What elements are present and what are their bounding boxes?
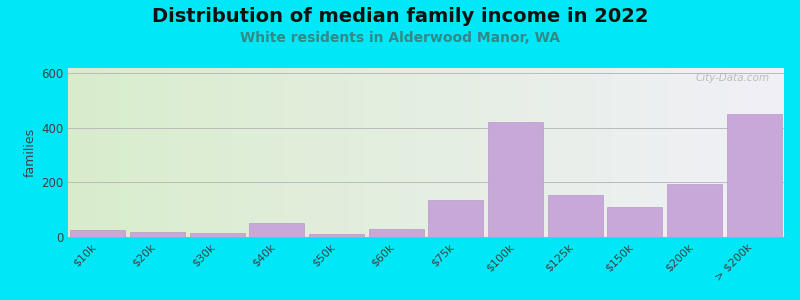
Bar <box>488 122 543 237</box>
Bar <box>607 207 662 237</box>
Y-axis label: families: families <box>24 128 37 177</box>
Bar <box>309 234 364 237</box>
Bar <box>428 200 483 237</box>
Bar <box>130 232 185 237</box>
Bar <box>190 233 245 237</box>
Bar <box>70 230 126 237</box>
Bar <box>250 223 304 237</box>
Bar <box>548 195 602 237</box>
Bar <box>726 114 782 237</box>
Bar <box>667 184 722 237</box>
Text: White residents in Alderwood Manor, WA: White residents in Alderwood Manor, WA <box>240 32 560 46</box>
Text: City-Data.com: City-Data.com <box>695 73 770 82</box>
Bar <box>369 229 424 237</box>
Text: Distribution of median family income in 2022: Distribution of median family income in … <box>152 8 648 26</box>
